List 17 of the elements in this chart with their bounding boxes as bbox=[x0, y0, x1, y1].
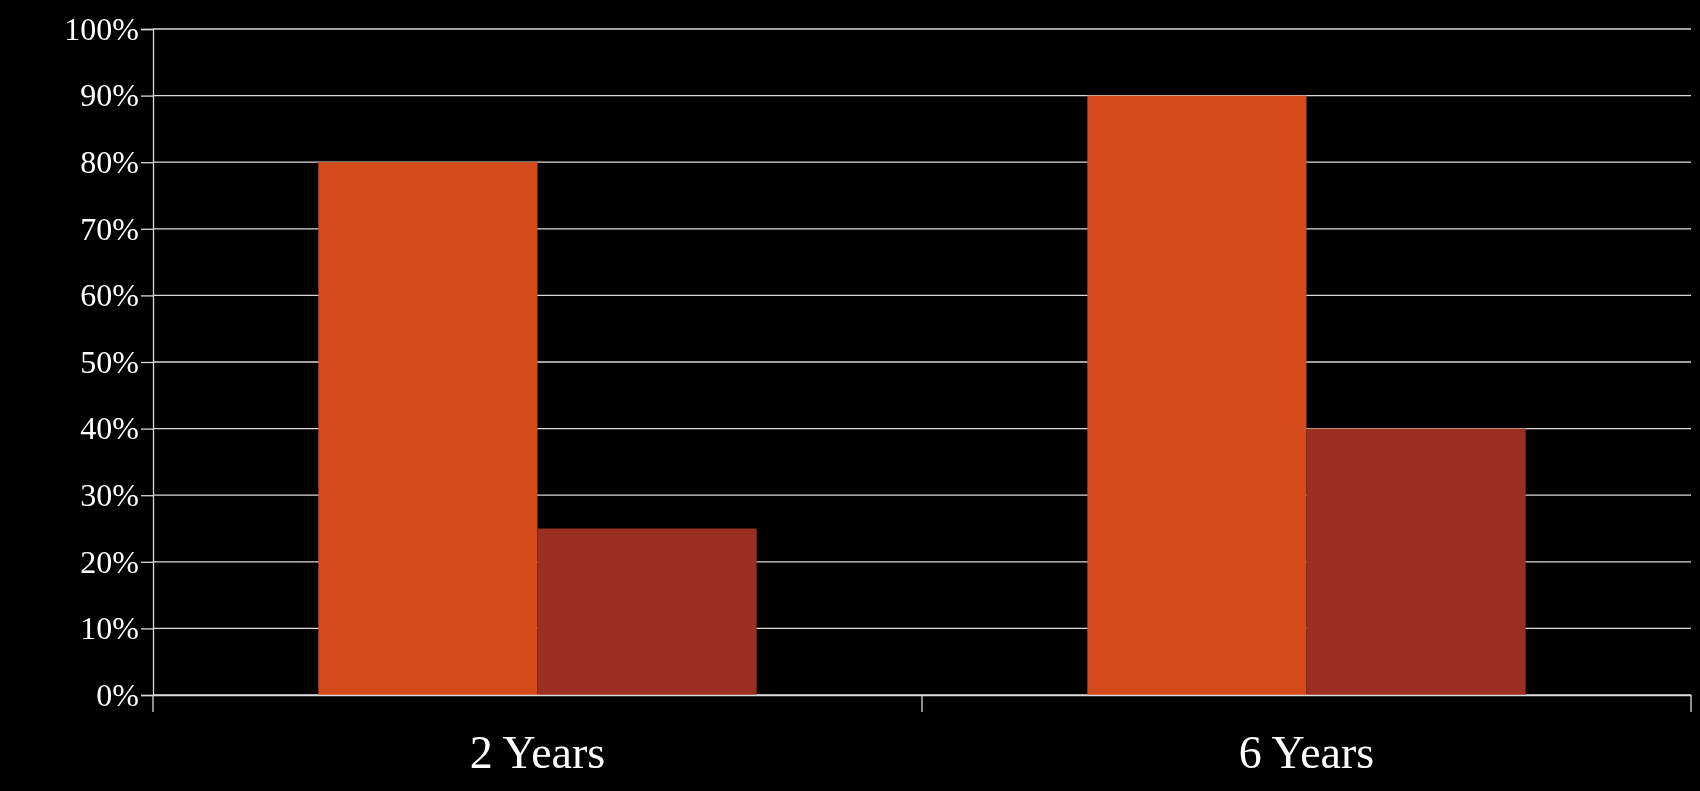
bar bbox=[1087, 95, 1307, 695]
bar bbox=[318, 162, 538, 695]
y-tick-label: 70% bbox=[80, 210, 139, 247]
x-tick-label: 6 Years bbox=[1238, 726, 1375, 778]
bar bbox=[1306, 428, 1526, 695]
y-tick-label: 20% bbox=[80, 543, 139, 580]
y-tick-label: 30% bbox=[80, 476, 139, 513]
y-tick-label: 10% bbox=[80, 610, 139, 647]
x-tick-label: 2 Years bbox=[469, 726, 606, 778]
y-tick-label: 40% bbox=[80, 410, 139, 447]
y-tick-label: 80% bbox=[80, 143, 139, 180]
y-tick-label: 0% bbox=[96, 676, 139, 713]
bar bbox=[537, 528, 757, 695]
y-tick-label: 50% bbox=[80, 343, 139, 380]
y-tick-label: 60% bbox=[80, 277, 139, 314]
y-tick-label: 100% bbox=[64, 10, 139, 47]
y-tick-label: 90% bbox=[80, 77, 139, 114]
